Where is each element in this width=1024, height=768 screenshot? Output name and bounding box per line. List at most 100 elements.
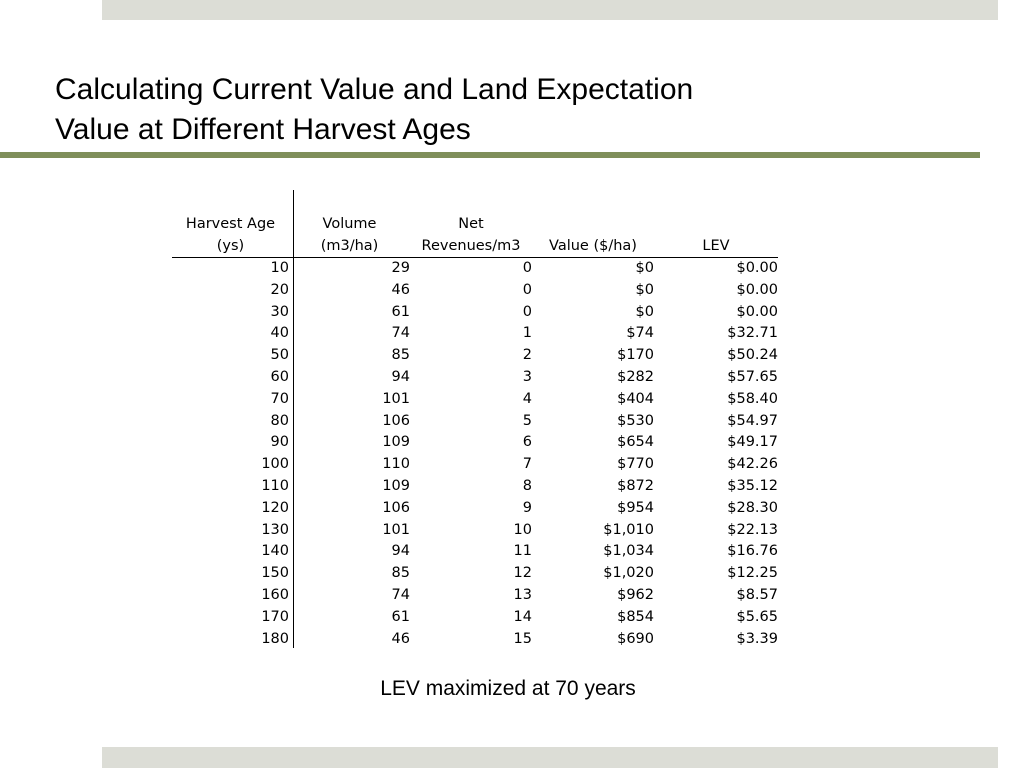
cell-harvest-age: 40 — [270, 325, 289, 342]
cell-net-revenue: 7 — [522, 456, 532, 473]
cell-volume: 85 — [391, 565, 410, 582]
header-volume-line1: Volume — [322, 216, 377, 232]
cell-volume: 106 — [382, 412, 410, 429]
cell-lev: $57.65 — [727, 368, 778, 385]
cell-lev: $42.26 — [727, 456, 778, 473]
cell-volume: 85 — [391, 347, 410, 364]
cell-volume: 109 — [382, 477, 410, 494]
cell-volume: 29 — [391, 260, 410, 276]
table-row: 140 94 11 $1,034 $16.76 — [172, 541, 778, 563]
table-row: 20 46 0 $0 $0.00 — [172, 280, 778, 302]
cell-lev: $49.17 — [727, 434, 778, 451]
cell-volume: 94 — [391, 368, 410, 385]
table-header-row-2: (ys) (m3/ha) Revenues/m3 Value ($/ha) LE… — [172, 235, 778, 258]
cell-harvest-age: 120 — [261, 499, 289, 516]
cell-value: $1,020 — [603, 565, 654, 582]
header-value-line2: Value ($/ha) — [532, 235, 654, 258]
cell-net-revenue: 5 — [522, 412, 532, 429]
table-row: 90 109 6 $654 $49.17 — [172, 432, 778, 454]
cell-lev: $16.76 — [727, 543, 778, 560]
cell-value: $770 — [617, 456, 654, 473]
header-volume-line2: (m3/ha) — [289, 235, 410, 258]
cell-lev: $32.71 — [727, 325, 778, 342]
cell-value: $690 — [617, 630, 654, 647]
cell-value: $170 — [617, 347, 654, 364]
cell-harvest-age: 130 — [261, 521, 289, 538]
cell-value: $530 — [617, 412, 654, 429]
cell-volume: 101 — [382, 390, 410, 407]
header-net-revenues-line1: Net — [458, 216, 484, 232]
cell-net-revenue: 2 — [522, 347, 532, 364]
table-row: 60 94 3 $282 $57.65 — [172, 367, 778, 389]
table-body: 10 29 0 $0 $0.00 20 46 0 $0 $0.00 30 61 0 $0 $0.00 40 74… — [172, 258, 778, 651]
bottom-decorative-band — [102, 747, 998, 768]
cell-harvest-age: 150 — [261, 565, 289, 582]
cell-volume: 61 — [391, 303, 410, 320]
title-underline-rule — [0, 152, 980, 158]
top-decorative-band — [102, 0, 998, 20]
cell-value: $962 — [617, 586, 654, 603]
cell-value: $0 — [635, 281, 654, 298]
cell-net-revenue: 8 — [522, 477, 532, 494]
header-lev-line2: LEV — [654, 235, 778, 258]
cell-net-revenue: 14 — [513, 608, 532, 625]
cell-net-revenue: 9 — [522, 499, 532, 516]
cell-lev: $3.39 — [736, 630, 778, 647]
cell-net-revenue: 13 — [513, 586, 532, 603]
table-row: 30 61 0 $0 $0.00 — [172, 302, 778, 324]
cell-lev: $12.25 — [727, 565, 778, 582]
slide-title-line-1: Calculating Current Value and Land Expec… — [55, 73, 694, 106]
table-row: 80 106 5 $530 $54.97 — [172, 411, 778, 433]
cell-lev: $28.30 — [727, 499, 778, 516]
cell-harvest-age: 170 — [261, 608, 289, 625]
cell-lev: $0.00 — [736, 260, 778, 276]
table-header-row-1: Harvest Age Volume Net — [172, 213, 778, 235]
cell-volume: 94 — [391, 543, 410, 560]
cell-volume: 109 — [382, 434, 410, 451]
cell-harvest-age: 110 — [261, 477, 289, 494]
cell-harvest-age: 140 — [261, 543, 289, 560]
cell-volume: 74 — [391, 325, 410, 342]
cell-volume: 46 — [391, 281, 410, 298]
cell-value: $872 — [617, 477, 654, 494]
cell-value: $1,034 — [603, 543, 654, 560]
cell-value: $854 — [617, 608, 654, 625]
table-row: 70 101 4 $404 $58.40 — [172, 389, 778, 411]
cell-lev: $5.65 — [736, 608, 778, 625]
cell-net-revenue: 0 — [522, 303, 532, 320]
table-row: 50 85 2 $170 $50.24 — [172, 345, 778, 367]
cell-net-revenue: 0 — [522, 281, 532, 298]
header-harvest-age-line2: (ys) — [172, 235, 289, 258]
cell-lev: $35.12 — [727, 477, 778, 494]
table-row: 160 74 13 $962 $8.57 — [172, 585, 778, 607]
harvest-age-table: Harvest Age Volume Net (ys) (m3/ha) Reve… — [172, 213, 778, 650]
cell-volume: 74 — [391, 586, 410, 603]
cell-value: $0 — [635, 303, 654, 320]
cell-lev: $54.97 — [727, 412, 778, 429]
table-row: 180 46 15 $690 $3.39 — [172, 629, 778, 651]
cell-harvest-age: 10 — [270, 260, 289, 276]
slide-title: Calculating Current Value and Land Expec… — [55, 70, 955, 150]
cell-net-revenue: 0 — [522, 260, 532, 276]
cell-net-revenue: 6 — [522, 434, 532, 451]
cell-harvest-age: 30 — [270, 303, 289, 320]
cell-net-revenue: 10 — [513, 521, 532, 538]
cell-lev: $0.00 — [736, 281, 778, 298]
cell-harvest-age: 60 — [270, 368, 289, 385]
cell-harvest-age: 80 — [270, 412, 289, 429]
table-row: 170 61 14 $854 $5.65 — [172, 607, 778, 629]
cell-lev: $58.40 — [727, 390, 778, 407]
cell-value: $74 — [626, 325, 654, 342]
table-row: 40 74 1 $74 $32.71 — [172, 323, 778, 345]
cell-volume: 106 — [382, 499, 410, 516]
header-value-line1 — [532, 213, 654, 235]
header-harvest-age-line1: Harvest Age — [185, 216, 276, 232]
cell-volume: 46 — [391, 630, 410, 647]
cell-net-revenue: 4 — [522, 390, 532, 407]
cell-value: $0 — [635, 260, 654, 276]
cell-net-revenue: 12 — [513, 565, 532, 582]
cell-net-revenue: 11 — [513, 543, 532, 560]
cell-harvest-age: 20 — [270, 281, 289, 298]
cell-harvest-age: 70 — [270, 390, 289, 407]
cell-value: $282 — [617, 368, 654, 385]
